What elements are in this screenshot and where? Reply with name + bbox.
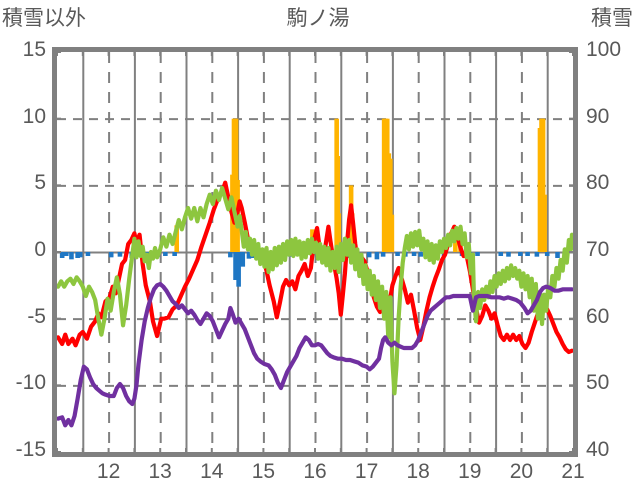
right-axis-title: 積雪 [591, 7, 633, 30]
left-axis-title: 積雪以外 [2, 7, 86, 30]
bar [388, 158, 393, 252]
bar [534, 252, 540, 257]
bar [418, 252, 424, 257]
bar [411, 252, 417, 256]
x-tick-label: 17 [354, 460, 379, 483]
y-tick-label-right: 40 [586, 438, 610, 461]
bar [395, 252, 400, 256]
bar [542, 194, 547, 252]
y-tick-label-left: 15 [22, 38, 46, 61]
y-tick-label-right: 100 [586, 38, 622, 61]
bar [240, 252, 246, 267]
x-tick-label: 20 [509, 460, 534, 483]
bar [246, 252, 252, 259]
bar [236, 252, 241, 287]
bar [518, 252, 523, 256]
bar [335, 156, 341, 252]
y-tick-label-right: 60 [586, 304, 610, 328]
y-tick-label-right: 80 [586, 171, 610, 195]
plot-area [52, 47, 578, 457]
bar [228, 252, 233, 258]
bar [506, 252, 511, 257]
bar [117, 252, 123, 257]
x-tick-label: 16 [303, 460, 327, 483]
y-tick-label-right: 70 [586, 238, 610, 261]
y-tick-label-left: -15 [15, 438, 46, 461]
x-tick-label: 14 [200, 460, 224, 483]
bar [85, 252, 91, 256]
y-tick-label-left: -5 [27, 304, 46, 328]
chart-canvas [57, 52, 573, 452]
chart-title: 駒ノ湯 [286, 7, 350, 30]
bar [63, 252, 69, 256]
bar [366, 252, 372, 258]
bar [540, 118, 546, 253]
bar [75, 252, 80, 258]
bar [336, 213, 342, 252]
x-tick-label: 18 [406, 460, 430, 483]
y-tick-label-left: -10 [15, 371, 46, 395]
bar [374, 252, 380, 260]
bar [525, 252, 530, 256]
bar [544, 252, 550, 256]
bar [475, 252, 480, 256]
y-tick-label-left: 0 [34, 238, 46, 261]
bar [172, 252, 177, 256]
bar [69, 252, 74, 260]
bar [498, 252, 504, 256]
bar [163, 252, 168, 256]
y-tick-label-right: 50 [586, 371, 610, 395]
x-tick-label: 15 [251, 460, 276, 483]
x-tick-label: 13 [148, 460, 172, 483]
x-tick-label: 12 [96, 460, 121, 483]
bar [174, 225, 180, 252]
bar [380, 252, 386, 257]
bar [59, 252, 65, 258]
bar [233, 252, 238, 280]
bar [555, 252, 560, 258]
bar [77, 252, 83, 258]
bar [389, 214, 395, 252]
x-tick-label: 21 [561, 460, 585, 483]
x-tick-label: 19 [458, 460, 482, 483]
series-purple-line [57, 281, 573, 428]
series-green-line [57, 185, 573, 396]
y-tick-label-left: 5 [34, 171, 46, 195]
y-tick-label-right: 90 [586, 104, 610, 128]
bar [108, 252, 114, 258]
y-tick-label-left: 10 [22, 104, 46, 128]
